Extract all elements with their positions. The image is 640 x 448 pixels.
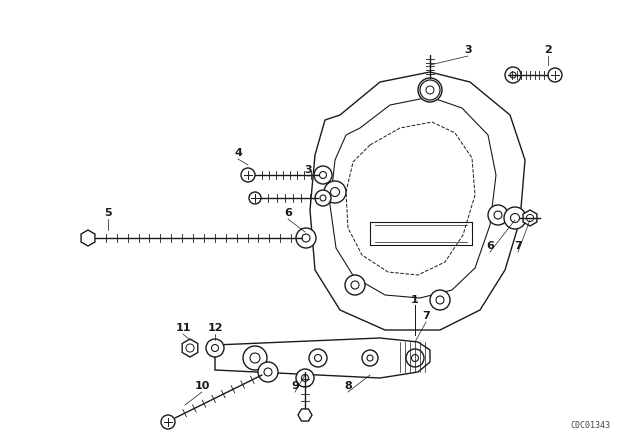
Circle shape bbox=[426, 86, 434, 94]
Circle shape bbox=[505, 67, 521, 83]
Text: 11: 11 bbox=[175, 323, 191, 333]
Circle shape bbox=[250, 353, 260, 363]
Polygon shape bbox=[81, 230, 95, 246]
Text: 10: 10 bbox=[195, 381, 210, 391]
Circle shape bbox=[249, 192, 261, 204]
Circle shape bbox=[315, 190, 331, 206]
Circle shape bbox=[314, 166, 332, 184]
Text: C0C01343: C0C01343 bbox=[570, 422, 610, 431]
Text: 3: 3 bbox=[304, 165, 312, 175]
Polygon shape bbox=[523, 210, 537, 226]
Text: 9: 9 bbox=[291, 381, 299, 391]
Circle shape bbox=[243, 346, 267, 370]
Circle shape bbox=[324, 181, 346, 203]
Text: 3: 3 bbox=[464, 45, 472, 55]
Text: 4: 4 bbox=[234, 148, 242, 158]
Text: 1: 1 bbox=[411, 295, 419, 305]
Circle shape bbox=[241, 168, 255, 182]
Circle shape bbox=[504, 207, 526, 229]
Text: 12: 12 bbox=[207, 323, 223, 333]
Circle shape bbox=[211, 345, 218, 352]
Text: 2: 2 bbox=[544, 45, 552, 55]
Circle shape bbox=[296, 228, 316, 248]
Circle shape bbox=[351, 281, 359, 289]
Circle shape bbox=[548, 68, 562, 82]
Circle shape bbox=[418, 78, 442, 102]
Circle shape bbox=[302, 234, 310, 242]
Circle shape bbox=[330, 188, 339, 197]
Circle shape bbox=[430, 290, 450, 310]
Circle shape bbox=[161, 415, 175, 429]
Circle shape bbox=[406, 349, 424, 367]
Circle shape bbox=[420, 80, 440, 100]
Text: 7: 7 bbox=[514, 241, 522, 251]
Circle shape bbox=[309, 349, 327, 367]
Circle shape bbox=[362, 350, 378, 366]
Circle shape bbox=[367, 355, 373, 361]
Circle shape bbox=[319, 172, 326, 178]
Circle shape bbox=[301, 375, 308, 382]
Text: 6: 6 bbox=[486, 241, 494, 251]
Polygon shape bbox=[182, 339, 198, 357]
Circle shape bbox=[206, 339, 224, 357]
Circle shape bbox=[314, 354, 321, 362]
Text: 5: 5 bbox=[104, 208, 112, 218]
Text: 6: 6 bbox=[284, 208, 292, 218]
Circle shape bbox=[320, 195, 326, 201]
Circle shape bbox=[296, 369, 314, 387]
Circle shape bbox=[425, 85, 435, 95]
Circle shape bbox=[488, 205, 508, 225]
Circle shape bbox=[511, 214, 520, 223]
Text: 8: 8 bbox=[344, 381, 352, 391]
Circle shape bbox=[494, 211, 502, 219]
Polygon shape bbox=[298, 409, 312, 421]
Circle shape bbox=[345, 275, 365, 295]
Circle shape bbox=[412, 354, 419, 362]
Circle shape bbox=[258, 362, 278, 382]
Text: 7: 7 bbox=[422, 311, 430, 321]
Circle shape bbox=[436, 296, 444, 304]
Circle shape bbox=[264, 368, 272, 376]
Circle shape bbox=[510, 72, 516, 78]
